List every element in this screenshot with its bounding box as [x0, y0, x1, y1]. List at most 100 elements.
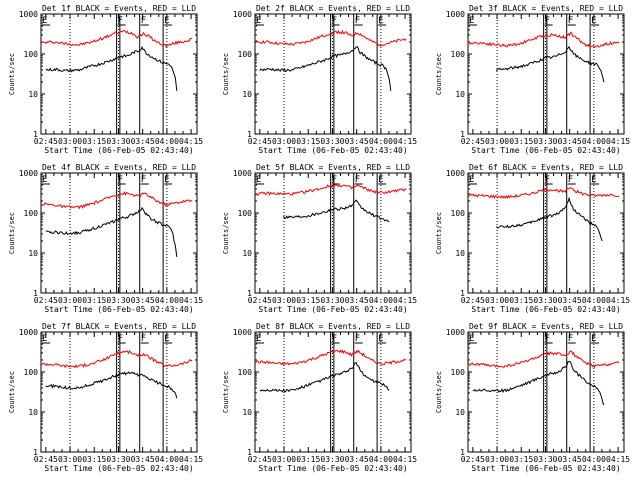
x-tick-label: 03:15: [509, 137, 533, 146]
interval-flag-label: E: [164, 334, 169, 344]
y-tick-label: 100: [238, 368, 253, 377]
x-tick-label: 02:45: [34, 296, 58, 305]
x-axis-label: Start Time (06-Feb-05 02:43:40): [44, 305, 193, 314]
x-tick-label: 02:45: [248, 137, 272, 146]
x-tick-label: 02:45: [248, 296, 272, 305]
x-tick-label: 04:15: [179, 455, 203, 464]
x-axis-label: Start Time (06-Feb-05 02:43:40): [471, 464, 620, 473]
x-tick-label: 03:00: [485, 137, 509, 146]
x-tick-label: 03:15: [296, 296, 320, 305]
y-tick-label: 100: [451, 50, 466, 59]
x-tick-label: 03:00: [58, 296, 82, 305]
x-tick-label: 03:00: [58, 455, 82, 464]
x-tick-label: 03:00: [272, 296, 296, 305]
interval-flag-label: F: [545, 175, 550, 185]
panel-title: Det 9f BLACK = Events, RED = LLD: [469, 322, 623, 331]
x-tick-label: 02:45: [248, 455, 272, 464]
x-tick-label: 02:45: [34, 455, 58, 464]
y-tick-label: 10: [28, 249, 38, 258]
panel-title: Det 2f BLACK = Events, RED = LLD: [256, 4, 410, 13]
lld-series-line: [254, 349, 407, 367]
x-tick-label: 03:30: [106, 137, 130, 146]
panels: Det 1f BLACK = Events, RED = LLD11010010…: [8, 4, 630, 473]
y-axis-label: Counts/sec: [8, 371, 16, 413]
panel-title: Det 6f BLACK = Events, RED = LLD: [469, 163, 623, 172]
interval-flag-label: E: [591, 16, 596, 26]
x-tick-label: 03:00: [272, 137, 296, 146]
y-axis-label: Counts/sec: [222, 371, 230, 413]
x-axis-label: Start Time (06-Feb-05 02:43:40): [44, 464, 193, 473]
x-tick-label: 02:45: [34, 137, 58, 146]
y-tick-label: 1: [247, 289, 252, 298]
interval-flag-label: F: [332, 334, 337, 344]
lld-series-line: [254, 184, 407, 197]
events-series-line: [259, 361, 390, 393]
panel-det-2: Det 2f BLACK = Events, RED = LLD 1 10 100 10…: [222, 4, 417, 155]
x-tick-label: 03:45: [558, 137, 582, 146]
x-tick-label: 03:45: [131, 296, 155, 305]
lld-series-line: [40, 350, 193, 369]
interval-flag-label: F: [118, 334, 123, 344]
x-tick-label: 03:00: [58, 137, 82, 146]
y-tick-label: 1000: [233, 10, 252, 19]
panel-det-6: Det 6f BLACK = Events, RED = LLD 1 10 100 10…: [435, 163, 630, 314]
y-tick-label: 100: [451, 368, 466, 377]
x-tick-label: 03:30: [320, 296, 344, 305]
x-tick-label: 03:15: [509, 296, 533, 305]
x-tick-label: 03:45: [345, 455, 369, 464]
events-series-line: [45, 371, 178, 399]
events-series-line: [496, 45, 605, 83]
x-tick-label: 04:15: [606, 455, 630, 464]
x-tick-label: 03:15: [82, 296, 106, 305]
panel-det-4: Det 4f BLACK = Events, RED = LLD 1 10 100 10…: [8, 163, 203, 314]
panel-det-5: Det 5f BLACK = Events, RED = LLD 1 10 100 10…: [222, 163, 417, 314]
y-tick-label: 1000: [446, 10, 465, 19]
y-tick-label: 1: [33, 289, 38, 298]
x-tick-label: 04:00: [582, 455, 606, 464]
x-tick-label: 04:15: [606, 137, 630, 146]
y-tick-label: 10: [455, 408, 465, 417]
y-tick-label: 100: [24, 209, 39, 218]
y-tick-label: 10: [28, 408, 38, 417]
interval-flag-label: E: [42, 175, 47, 185]
plot-frame: [40, 331, 198, 453]
y-tick-label: 1000: [446, 169, 465, 178]
y-tick-label: 1: [460, 289, 465, 298]
panel-title: Det 3f BLACK = Events, RED = LLD: [469, 4, 623, 13]
x-tick-label: 04:00: [582, 296, 606, 305]
events-series-line: [45, 206, 178, 257]
interval-flag-label: E: [469, 16, 474, 26]
interval-flag-label: F: [568, 175, 573, 185]
interval-flag-label: E: [378, 334, 383, 344]
x-tick-label: 03:30: [533, 137, 557, 146]
interval-flag-label: E: [164, 175, 169, 185]
events-series-line: [259, 45, 392, 91]
x-tick-label: 04:15: [606, 296, 630, 305]
lld-series-line: [40, 190, 193, 210]
interval-flag-label: F: [332, 175, 337, 185]
x-tick-label: 03:45: [131, 455, 155, 464]
panel-title: Det 5f BLACK = Events, RED = LLD: [256, 163, 410, 172]
plot-frame: [467, 13, 625, 135]
events-series-line: [472, 360, 605, 406]
x-tick-label: 04:00: [369, 296, 393, 305]
panel-title: Det 7f BLACK = Events, RED = LLD: [42, 322, 196, 331]
x-tick-label: 04:15: [179, 296, 203, 305]
y-tick-label: 100: [24, 368, 39, 377]
y-tick-label: 10: [455, 90, 465, 99]
interval-flag-label: F: [568, 334, 573, 344]
events-series-line: [283, 199, 390, 223]
plot-frame: [254, 331, 412, 453]
x-tick-label: 03:15: [82, 455, 106, 464]
y-tick-label: 1: [33, 448, 38, 457]
x-tick-label: 03:30: [320, 455, 344, 464]
x-tick-label: 04:00: [369, 455, 393, 464]
y-axis-label: Counts/sec: [435, 212, 443, 254]
x-axis-label: Start Time (06-Feb-05 02:43:40): [258, 146, 407, 155]
interval-flag-label: F: [141, 16, 146, 26]
x-tick-label: 03:45: [558, 455, 582, 464]
y-tick-label: 1000: [19, 169, 38, 178]
plot-frame: [467, 331, 625, 453]
